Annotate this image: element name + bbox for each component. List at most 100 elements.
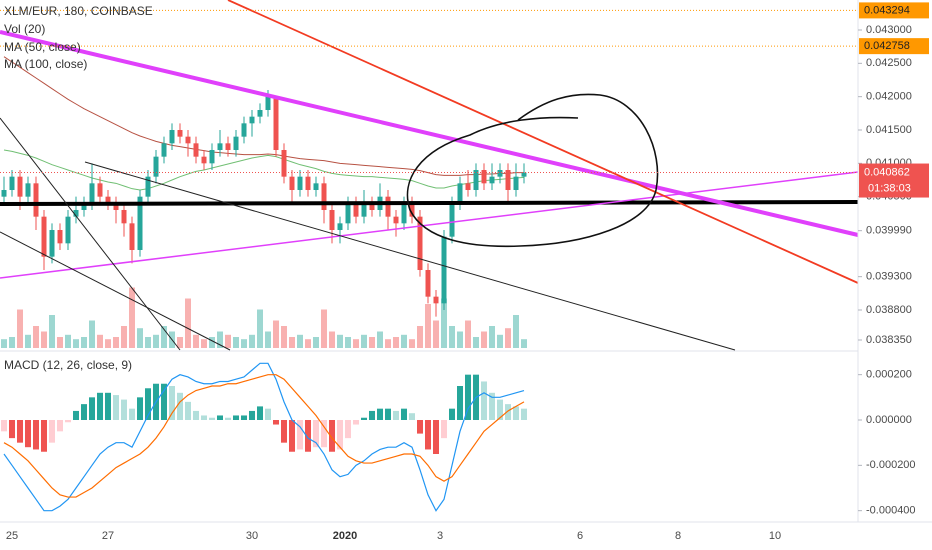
volume-bar (489, 326, 495, 348)
candle-body (137, 196, 143, 250)
candle-body (281, 150, 287, 177)
volume-bar (105, 339, 111, 348)
volume-bar (49, 315, 55, 348)
histogram-bar (433, 420, 439, 454)
histogram-bar (273, 420, 279, 425)
candle-body (33, 183, 39, 217)
histogram-bar (313, 420, 319, 448)
volume-bar (41, 331, 47, 348)
volume-bar (449, 326, 455, 348)
candle-body (25, 183, 31, 197)
x-tick-label: 3 (437, 530, 443, 542)
histogram-bar (169, 386, 175, 420)
y-tick-label: 0.041500 (866, 124, 912, 136)
histogram-bar (481, 381, 487, 420)
volume-bar (161, 326, 167, 348)
moving-average (3, 56, 524, 176)
volume-bar (241, 339, 247, 348)
histogram-bar (49, 420, 55, 443)
candle-body (57, 230, 63, 244)
histogram-bar (281, 420, 287, 443)
candle-body (145, 176, 151, 197)
candle-body (65, 216, 71, 244)
candle-body (49, 230, 55, 257)
candle-body (457, 183, 463, 204)
candle-body (217, 143, 223, 150)
candle-body (121, 210, 127, 224)
y-tick-label: 0.038350 (866, 334, 912, 346)
legend-entry: Vol (20) (4, 22, 45, 36)
volume-bar (233, 337, 239, 348)
histogram-bar (441, 420, 447, 439)
candle-body (361, 203, 367, 217)
candle-body (465, 183, 471, 190)
volume-bar (265, 331, 271, 348)
histogram-bar (345, 420, 351, 439)
signal-line (3, 374, 525, 498)
macd-layer (1, 362, 527, 512)
candle-body (473, 170, 479, 190)
histogram-bar (321, 420, 327, 448)
volume-bar (153, 334, 159, 348)
candle-body (353, 203, 359, 217)
volume-bar (377, 331, 383, 348)
candle-body (425, 270, 431, 297)
candle-body (313, 183, 319, 190)
legend-entry: MA (100, close) (4, 57, 87, 71)
candle-body (105, 196, 111, 204)
candle-body (153, 156, 159, 177)
x-tick-label: 30 (246, 530, 258, 542)
volume-bar (297, 334, 303, 348)
histogram-bar (241, 415, 247, 420)
volume-bar (121, 326, 127, 348)
volume-bar (185, 298, 191, 348)
volume-bar (89, 320, 95, 348)
histogram-bar (145, 388, 151, 420)
histogram-bar (409, 413, 415, 420)
volume-bar (209, 337, 215, 348)
candle-body (337, 223, 343, 230)
candle-body (385, 196, 391, 217)
volume-bar (65, 334, 71, 348)
candle-body (177, 130, 183, 137)
histogram-bar (225, 417, 231, 420)
volume-bar (401, 334, 407, 348)
candle-body (89, 183, 95, 204)
histogram-bar (425, 420, 431, 450)
price-label: 0.043294 (864, 4, 910, 16)
histogram-bar (401, 408, 407, 420)
histogram-bar (1, 420, 7, 432)
histogram-bar (329, 420, 335, 452)
volume-bar (81, 337, 87, 348)
histogram-bar (513, 406, 519, 420)
volume-bar (281, 326, 287, 348)
histogram-bar (97, 392, 103, 420)
histogram-bar (393, 410, 399, 420)
volume-bar (481, 331, 487, 348)
candle-body (401, 203, 407, 224)
histogram-bar (9, 420, 15, 439)
candle-body (73, 210, 79, 217)
volume-bar (393, 337, 399, 348)
histogram-bar (489, 392, 495, 420)
indicator-layer (3, 56, 525, 191)
histogram-bar (233, 415, 239, 420)
volume-bar (113, 337, 119, 348)
volume-bar (73, 339, 79, 348)
candle-body (241, 123, 247, 137)
candle-body (489, 176, 495, 184)
volume-bar (129, 287, 135, 348)
axes: 0.0430000.0425000.0420000.0415000.041000… (0, 2, 929, 542)
y-tick-label: 0.043000 (866, 24, 912, 36)
candle-body (233, 136, 239, 150)
volume-bar (1, 339, 7, 348)
price-label-box (859, 2, 929, 19)
y-tick-label: -0.000400 (866, 505, 916, 517)
candle-body (9, 176, 15, 190)
histogram-bar (81, 404, 87, 420)
volume-bar (249, 334, 255, 348)
histogram-bar (209, 417, 215, 420)
candle-body (345, 203, 351, 224)
volume-bar (353, 339, 359, 348)
